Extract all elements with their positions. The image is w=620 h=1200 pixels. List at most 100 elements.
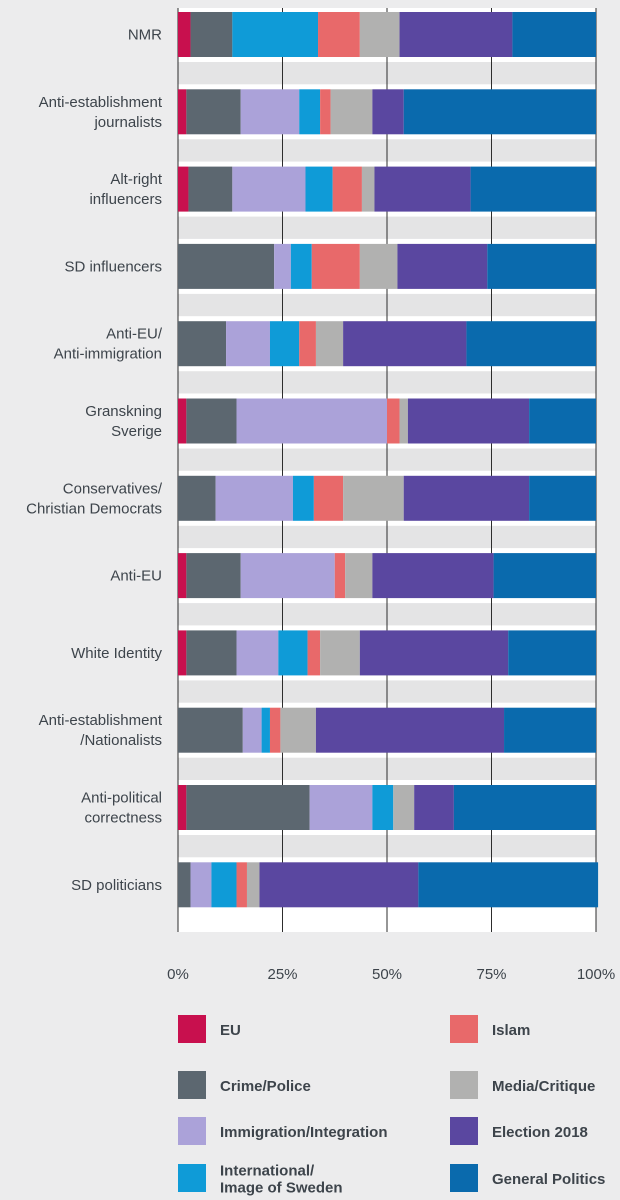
bar-segment-international-image-of-sweden <box>232 12 318 57</box>
bar-segment-election-2018 <box>400 12 513 57</box>
legend: EU Crime/Police Immigration/Integration Int… <box>178 1015 605 1197</box>
bar-segment-crime-police <box>178 862 191 907</box>
bar-segment-islam <box>314 476 343 521</box>
bar-segment-islam <box>320 89 330 134</box>
bar-segment-general-politics <box>512 12 596 57</box>
bar-segment-general-politics <box>418 862 598 907</box>
legend-label: General Politics <box>492 1171 605 1188</box>
bar-segment-immigration-integration <box>226 321 270 366</box>
bar-segment-media-critique <box>280 708 316 753</box>
category-label: Anti-political <box>81 790 162 807</box>
category-label: SD politicians <box>71 877 162 894</box>
bar-segment-election-2018 <box>374 167 470 212</box>
category-label: influencers <box>89 191 162 208</box>
bar-segment-crime-police <box>191 12 233 57</box>
bar-segment-international-image-of-sweden <box>211 862 236 907</box>
category-label: Alt-right <box>110 171 163 188</box>
bar-segment-crime-police <box>186 785 309 830</box>
bar-segment-general-politics <box>487 244 596 289</box>
category-label: Granskning <box>85 403 162 420</box>
legend-swatch-election-2018 <box>450 1117 478 1145</box>
bar-segment-immigration-integration <box>237 630 279 675</box>
bar-segment-general-politics <box>466 321 596 366</box>
bar-segment-media-critique <box>247 862 260 907</box>
bar-segment-immigration-integration <box>274 244 291 289</box>
bar-segment-crime-police <box>186 89 240 134</box>
bar-segment-eu <box>178 785 186 830</box>
bar-segment-media-critique <box>345 553 372 598</box>
category-label: Anti-EU <box>110 568 162 585</box>
bar-segment-eu <box>178 553 186 598</box>
bar-segment-general-politics <box>529 399 596 444</box>
x-tick-label: 75% <box>476 966 506 983</box>
bar-segment-immigration-integration <box>241 89 300 134</box>
bar-segment-general-politics <box>508 630 596 675</box>
category-label: Conservatives/ <box>63 480 163 497</box>
bar-segment-general-politics <box>504 708 596 753</box>
legend-label: Election 2018 <box>492 1124 588 1141</box>
category-label: NMR <box>128 27 162 44</box>
bar-segment-election-2018 <box>408 399 529 444</box>
bar-segment-islam <box>387 399 400 444</box>
legend-label: EU <box>220 1022 241 1039</box>
category-label: SD influencers <box>64 258 162 275</box>
category-label: Sverige <box>111 423 162 440</box>
bar-segment-election-2018 <box>360 630 508 675</box>
bar-segment-immigration-integration <box>310 785 373 830</box>
bar-segment-media-critique <box>320 630 360 675</box>
bar-segment-crime-police <box>178 321 226 366</box>
bar-segment-election-2018 <box>372 553 493 598</box>
bar-segment-international-image-of-sweden <box>372 785 393 830</box>
bar-segment-election-2018 <box>397 244 487 289</box>
legend-swatch-crime-police <box>178 1071 206 1099</box>
legend-swatch-immigration-integration <box>178 1117 206 1145</box>
bar-segment-general-politics <box>529 476 596 521</box>
bar-segment-crime-police <box>188 167 232 212</box>
bar-segment-election-2018 <box>316 708 504 753</box>
bar-segment-immigration-integration <box>241 553 335 598</box>
legend-label: International/ <box>220 1163 315 1180</box>
bar-segment-international-image-of-sweden <box>305 167 332 212</box>
bar-segment-immigration-integration <box>216 476 293 521</box>
category-labels: NMR Anti-establishment journalists Alt-righ… <box>26 27 163 894</box>
category-label: journalists <box>93 114 162 131</box>
category-label: correctness <box>84 810 162 827</box>
bar-segment-media-critique <box>343 476 404 521</box>
bar-segment-immigration-integration <box>237 399 387 444</box>
legend-label: Islam <box>492 1022 530 1039</box>
bar-segment-crime-police <box>178 476 216 521</box>
category-label: /Nationalists <box>80 732 162 749</box>
bar-segment-islam <box>299 321 316 366</box>
bar-segment-crime-police <box>178 244 274 289</box>
bar-segment-eu <box>178 630 186 675</box>
category-label: Anti-EU/ <box>106 326 163 343</box>
bar-segment-election-2018 <box>404 476 529 521</box>
bar-segment-islam <box>318 12 360 57</box>
legend-label: Image of Sweden <box>220 1180 343 1197</box>
bar-segment-general-politics <box>454 785 596 830</box>
x-tick-label: 0% <box>167 966 189 983</box>
bar-segment-media-critique <box>400 399 408 444</box>
bar-segment-crime-police <box>178 708 243 753</box>
category-label: Anti-immigration <box>54 346 162 363</box>
bar-segment-international-image-of-sweden <box>291 244 312 289</box>
bar-segment-election-2018 <box>372 89 403 134</box>
bar-segment-election-2018 <box>260 862 419 907</box>
bar-segment-eu <box>178 12 191 57</box>
legend-label: Immigration/Integration <box>220 1124 388 1141</box>
bar-segment-islam <box>237 862 247 907</box>
bar-segment-media-critique <box>316 321 343 366</box>
bar-segment-media-critique <box>393 785 414 830</box>
x-tick-label: 100% <box>577 966 615 983</box>
bar-segment-islam <box>270 708 280 753</box>
x-tick-label: 25% <box>267 966 297 983</box>
x-tick-label: 50% <box>372 966 402 983</box>
category-label: Anti-establishment <box>39 712 163 729</box>
bar-segment-election-2018 <box>414 785 454 830</box>
bar-segment-international-image-of-sweden <box>293 476 314 521</box>
legend-swatch-general-politics <box>450 1164 478 1192</box>
bar-segment-islam <box>308 630 321 675</box>
bar-segment-media-critique <box>360 12 400 57</box>
legend-label: Crime/Police <box>220 1078 311 1095</box>
